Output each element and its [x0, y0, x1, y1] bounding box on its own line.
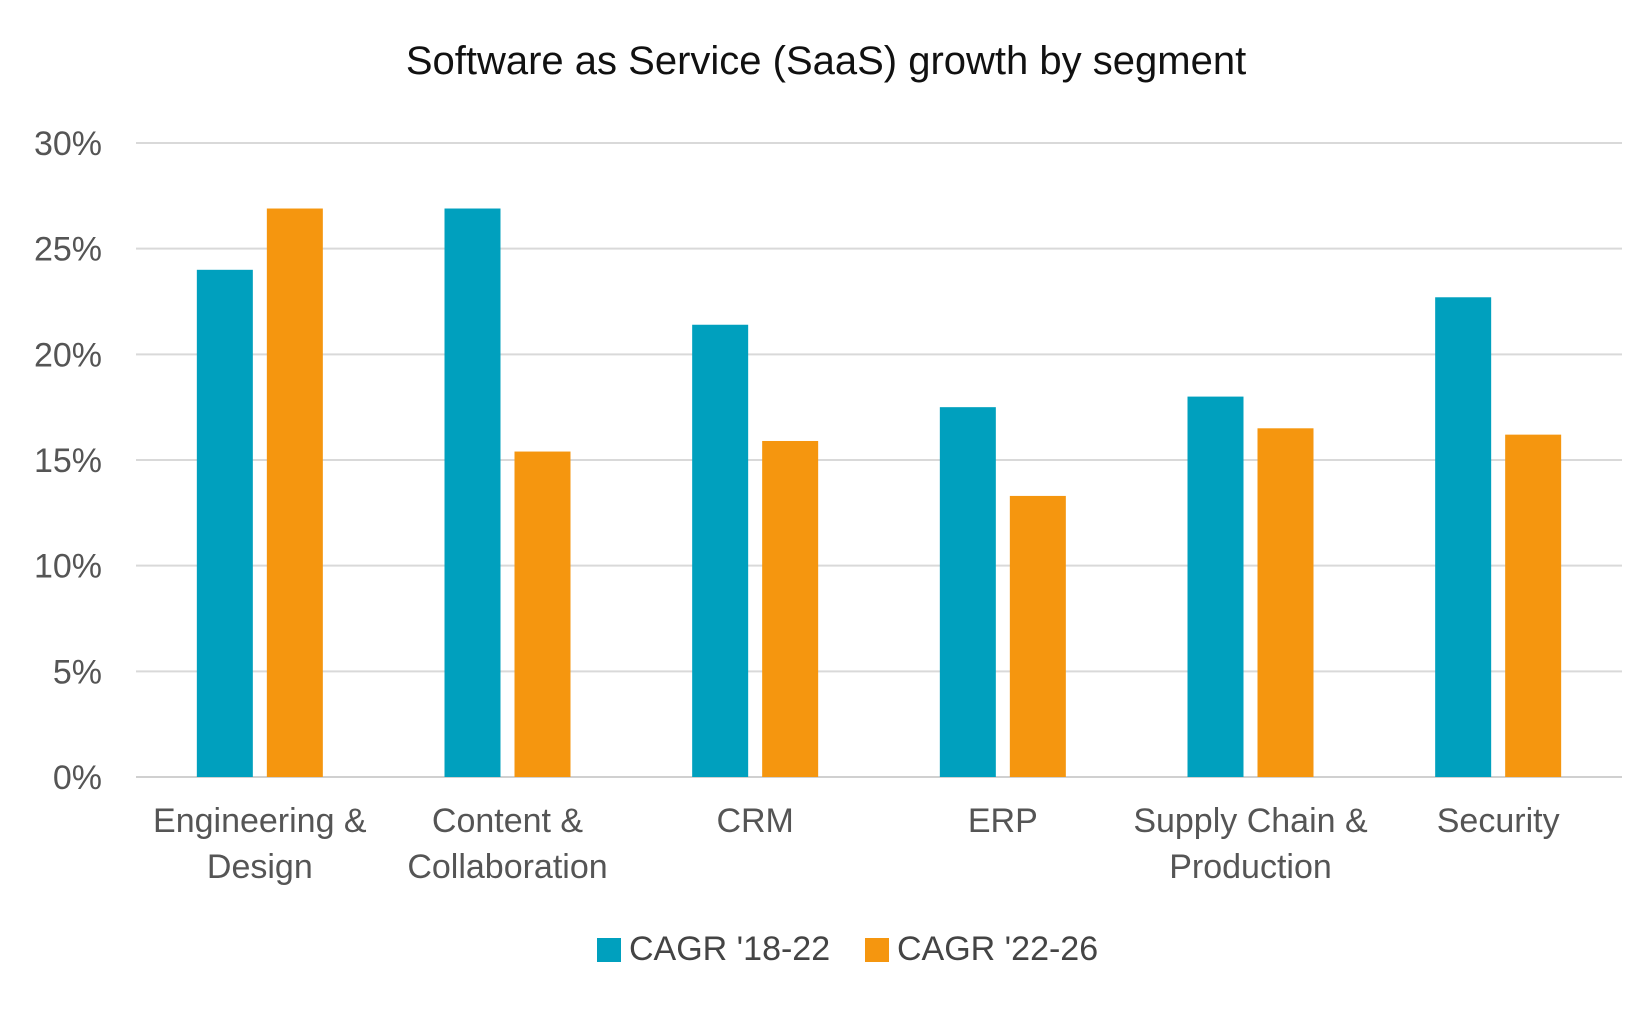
bar-cagr-18-22 — [939, 407, 996, 777]
x-category-label: Supply Chain & Production — [1133, 802, 1368, 886]
legend-swatch — [865, 938, 889, 962]
x-category-label-line: Supply Chain & — [1133, 802, 1368, 840]
gridlines — [136, 142, 1622, 778]
x-axis: Engineering & Design Content & Collaboratio… — [153, 802, 1560, 886]
legend-swatch — [597, 938, 621, 962]
x-category-label: Security — [1437, 802, 1560, 840]
bar-cagr-18-22 — [196, 269, 253, 777]
y-tick-label: 20% — [34, 336, 102, 374]
bar-cagr-22-26 — [1257, 428, 1314, 777]
bar-cagr-22-26 — [1505, 434, 1562, 777]
x-category-label: Content & Collaboration — [407, 802, 607, 886]
bar-cagr-22-26 — [762, 440, 819, 777]
y-tick-label: 5% — [53, 653, 102, 691]
y-tick-label: 25% — [34, 231, 102, 269]
bar-cagr-18-22 — [692, 324, 749, 777]
legend-label: CAGR '22-26 — [897, 930, 1098, 968]
x-category-label-line: Design — [207, 848, 313, 886]
x-category-label: CRM — [716, 802, 793, 840]
bar-cagr-22-26 — [514, 451, 571, 777]
legend-label: CAGR '18-22 — [629, 930, 830, 968]
x-category-label-line: ERP — [968, 802, 1038, 840]
bar-cagr-22-26 — [1009, 495, 1066, 777]
x-category-label: ERP — [968, 802, 1038, 840]
x-category-label-line: Engineering & — [153, 802, 367, 840]
x-category-label-line: Security — [1437, 802, 1560, 840]
y-tick-label: 10% — [34, 548, 102, 586]
bar-cagr-18-22 — [1435, 297, 1492, 777]
chart-title: Software as Service (SaaS) growth by seg… — [406, 39, 1246, 83]
bar-cagr-18-22 — [1187, 396, 1244, 777]
bars — [196, 208, 1562, 778]
y-axis: 0% 5% 10% 15% 20% 25% 30% — [34, 125, 102, 797]
y-tick-label: 30% — [34, 125, 102, 163]
y-tick-label: 15% — [34, 442, 102, 480]
bar-cagr-22-26 — [266, 208, 323, 778]
x-category-label-line: Collaboration — [407, 848, 607, 886]
x-category-label-line: CRM — [716, 802, 793, 840]
y-tick-label: 0% — [53, 759, 102, 797]
x-category-label: Engineering & Design — [153, 802, 367, 886]
x-category-label-line: Content & — [432, 802, 584, 840]
x-category-label-line: Production — [1169, 848, 1332, 886]
bar-cagr-18-22 — [444, 208, 501, 778]
legend: CAGR '18-22 CAGR '22-26 — [597, 930, 1098, 968]
